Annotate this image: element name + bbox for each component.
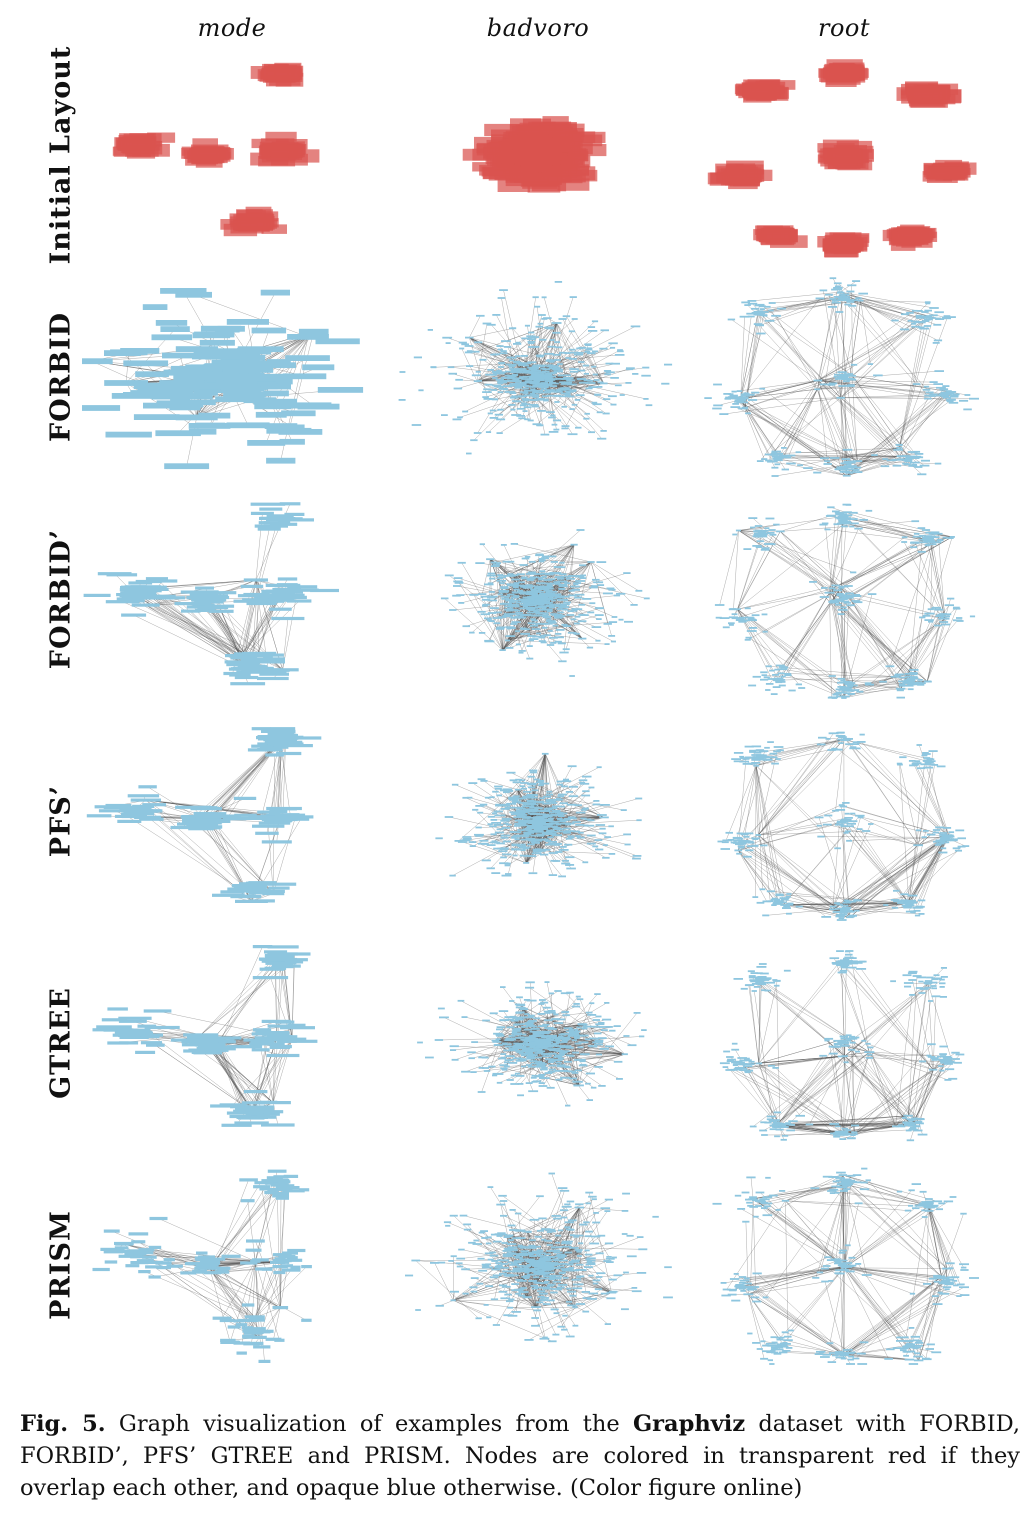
node-layer bbox=[417, 981, 647, 1107]
panel-prism-mode bbox=[92, 1169, 312, 1363]
node-layer bbox=[92, 1169, 312, 1363]
node-layer bbox=[435, 752, 643, 878]
panel-prism-root bbox=[712, 1167, 979, 1365]
node-layer bbox=[440, 529, 650, 677]
panel-pfs-prime-badvoro bbox=[435, 752, 643, 878]
panel-forbid-badvoro bbox=[398, 281, 673, 455]
panel-prism-badvoro bbox=[405, 1172, 673, 1343]
node-layer bbox=[714, 503, 976, 699]
column-header-mode: mode bbox=[197, 14, 267, 42]
caption-text-2: dataset with FORBID, FORBID’, PFS’ GTREE… bbox=[20, 1411, 1020, 1501]
edge-layer bbox=[719, 507, 958, 699]
panel-forbid-root bbox=[704, 277, 979, 477]
panel-forbid-mode bbox=[82, 288, 364, 470]
node-layer bbox=[83, 502, 339, 686]
figure-label: Fig. 5. bbox=[20, 1411, 106, 1437]
node-layer bbox=[112, 62, 320, 237]
node-layer bbox=[462, 116, 607, 193]
caption-dataset-name: Graphviz bbox=[632, 1411, 746, 1437]
panel-pfs-prime-root bbox=[717, 731, 970, 921]
node-layer bbox=[717, 731, 970, 921]
node-layer bbox=[704, 277, 979, 477]
panel-pfs-prime-mode bbox=[86, 727, 322, 903]
caption-text-1: Graph visualization of examples from the bbox=[105, 1411, 633, 1437]
node-layer bbox=[712, 1167, 979, 1365]
panel-gtree-root bbox=[719, 950, 965, 1142]
node-layer bbox=[719, 950, 965, 1142]
node-layer bbox=[82, 288, 364, 470]
edge-layer bbox=[725, 950, 961, 1141]
node-layer bbox=[86, 727, 322, 903]
node-layer bbox=[707, 59, 977, 258]
panel-gtree-mode bbox=[92, 945, 318, 1127]
panel-forbid-prime-mode bbox=[83, 502, 339, 686]
node-layer bbox=[92, 945, 318, 1127]
column-header-root: root bbox=[817, 14, 870, 42]
column-header-badvoro: badvoro bbox=[486, 14, 590, 42]
figure-caption: Fig. 5. Graph visualization of examples … bbox=[20, 1408, 1020, 1504]
panel-initial-layout-mode bbox=[112, 62, 320, 237]
node-layer bbox=[398, 281, 673, 455]
panel-gtree-badvoro bbox=[417, 981, 647, 1107]
panel-initial-layout-badvoro bbox=[462, 116, 607, 193]
panel-forbid-prime-root bbox=[714, 503, 976, 699]
node-layer bbox=[405, 1172, 673, 1343]
panel-forbid-prime-badvoro bbox=[440, 529, 650, 677]
panel-initial-layout-root bbox=[707, 59, 977, 258]
